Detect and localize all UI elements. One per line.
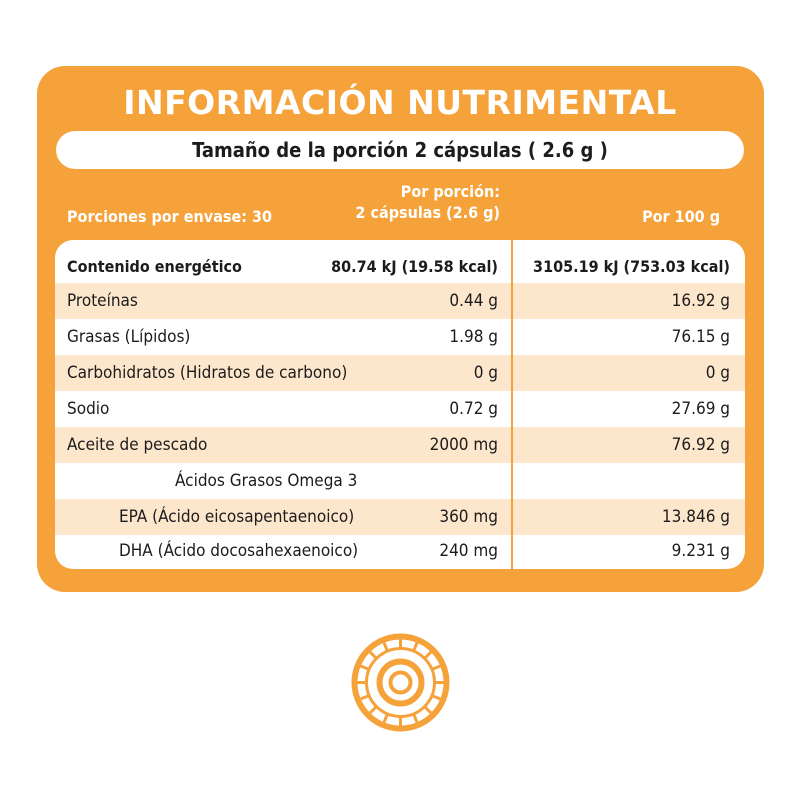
table-row: Aceite de pescado 2000 mg 76.92 g (55, 427, 745, 463)
table-row: Grasas (Lípidos) 1.98 g 76.15 g (55, 319, 745, 355)
per-100g-value: 76.15 g (671, 327, 730, 347)
nutrient-label: Proteínas (67, 291, 138, 311)
per-100g-header: Por 100 g (642, 207, 720, 226)
table-row: Proteínas 0.44 g 16.92 g (55, 283, 745, 319)
nutrient-label: Aceite de pescado (67, 435, 208, 455)
per-100g-value: 3105.19 kJ (753.03 kcal) (533, 256, 730, 276)
table-row: Sodio 0.72 g 27.69 g (55, 391, 745, 427)
per-portion-header-line2: 2 cápsulas (2.6 g) (355, 203, 500, 222)
table-row: Ácidos Grasos Omega 3 (55, 463, 745, 499)
per-portion-value: 360 mg (439, 507, 498, 527)
nutrient-label: Carbohidratos (Hidratos de carbono) (67, 363, 348, 383)
per-portion-header: Por porción: 2 cápsulas (2.6 g) (355, 181, 500, 223)
per-portion-value: 2000 mg (429, 435, 498, 455)
nutrient-label: Contenido energético (67, 256, 242, 276)
nutrient-label: Ácidos Grasos Omega 3 (175, 471, 358, 491)
per-100g-value: 16.92 g (671, 291, 730, 311)
per-100g-value: 0 g (705, 363, 730, 383)
per-portion-value: 240 mg (439, 541, 498, 561)
column-divider (511, 240, 513, 569)
nutrition-table: Contenido energético 80.74 kJ (19.58 kca… (55, 240, 745, 569)
per-portion-value: 0.44 g (449, 291, 498, 311)
per-portion-value: 0 g (473, 363, 498, 383)
per-portion-value: 1.98 g (449, 327, 498, 347)
panel-title: INFORMACIÓN NUTRIMENTAL (123, 83, 677, 122)
portion-size-banner: Tamaño de la porción 2 cápsulas ( 2.6 g … (56, 131, 744, 169)
table-row: EPA (Ácido eicosapentaenoico) 360 mg 13.… (55, 499, 745, 535)
table-row: DHA (Ácido docosahexaenoico) 240 mg 9.23… (55, 533, 745, 569)
nutrient-label: DHA (Ácido docosahexaenoico) (119, 541, 359, 561)
servings-per-container: Porciones por envase: 30 (67, 207, 273, 226)
per-portion-value: 0.72 g (449, 399, 498, 419)
portion-size-text: Tamaño de la porción 2 cápsulas ( 2.6 g … (192, 138, 608, 162)
per-100g-value: 9.231 g (671, 541, 730, 561)
nutrient-label: Grasas (Lípidos) (67, 327, 191, 347)
orange-circular-logo-icon (351, 633, 450, 732)
per-100g-value: 76.92 g (671, 435, 730, 455)
nutrient-label: EPA (Ácido eicosapentaenoico) (119, 507, 355, 527)
per-portion-value: 80.74 kJ (19.58 kcal) (331, 256, 498, 276)
nutrient-label: Sodio (67, 399, 110, 419)
table-row: Carbohidratos (Hidratos de carbono) 0 g … (55, 355, 745, 391)
per-100g-value: 13.846 g (661, 507, 730, 527)
table-row: Contenido energético 80.74 kJ (19.58 kca… (55, 240, 745, 292)
per-portion-header-line1: Por porción: (400, 182, 500, 201)
per-100g-value: 27.69 g (671, 399, 730, 419)
